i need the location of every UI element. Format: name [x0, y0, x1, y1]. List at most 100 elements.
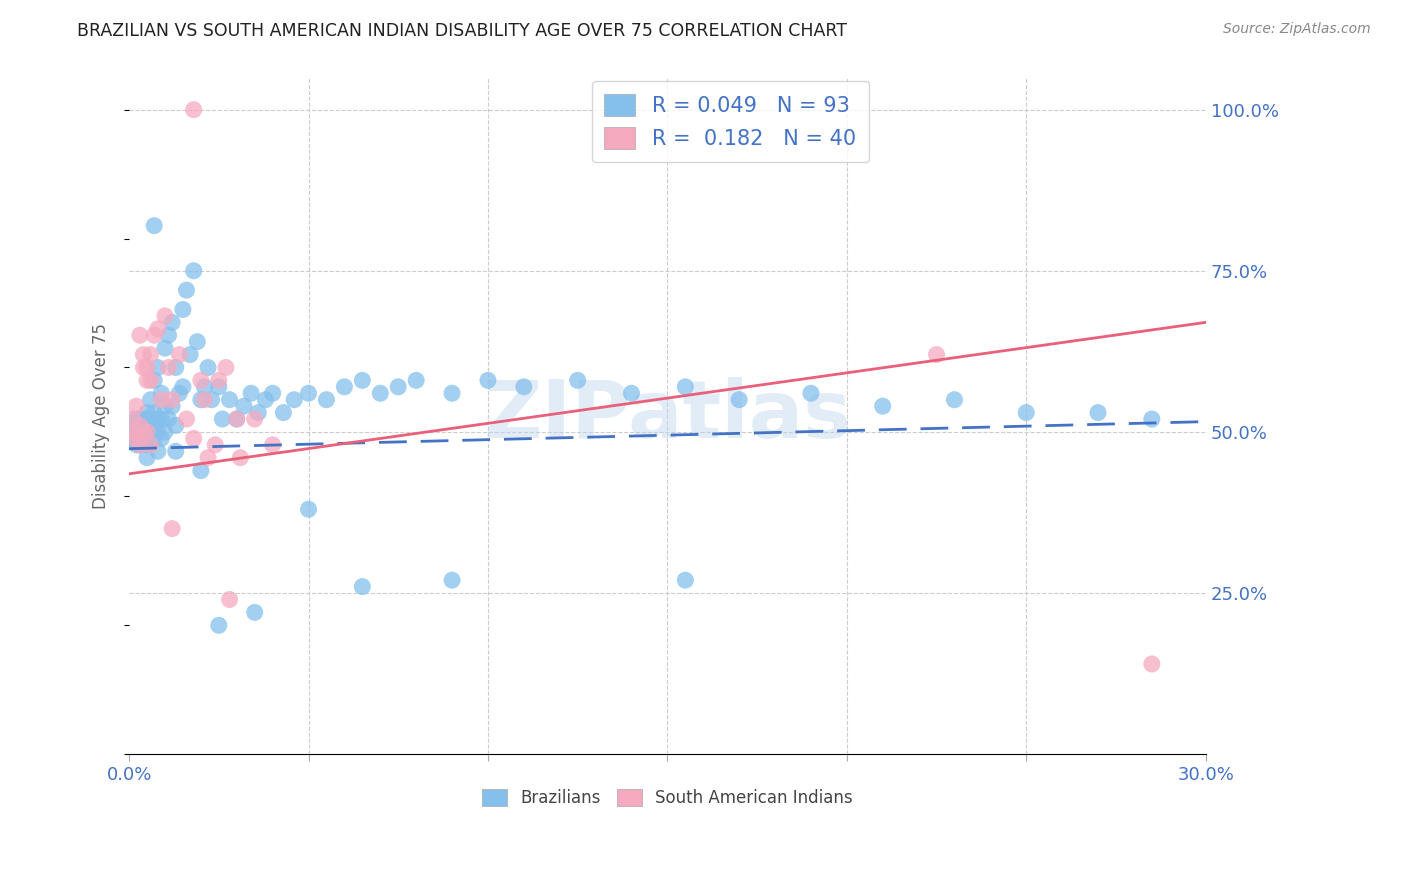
Point	[283, 392, 305, 407]
Point	[153, 399, 176, 413]
Point	[153, 309, 176, 323]
Point	[800, 386, 823, 401]
Point	[139, 425, 162, 439]
Point	[247, 406, 270, 420]
Point	[208, 380, 231, 394]
Point	[139, 373, 162, 387]
Point	[150, 431, 173, 445]
Point	[243, 606, 266, 620]
Point	[139, 392, 162, 407]
Point	[128, 438, 150, 452]
Point	[204, 438, 226, 452]
Point	[176, 283, 198, 297]
Point	[673, 573, 696, 587]
Point	[157, 360, 180, 375]
Point	[201, 392, 224, 407]
Point	[368, 386, 391, 401]
Point	[160, 392, 183, 407]
Point	[146, 360, 169, 375]
Point	[232, 399, 254, 413]
Point	[477, 373, 499, 387]
Point	[146, 425, 169, 439]
Point	[441, 573, 464, 587]
Point	[1015, 406, 1038, 420]
Point	[128, 438, 150, 452]
Point	[169, 386, 191, 401]
Point	[441, 386, 464, 401]
Point	[160, 522, 183, 536]
Point	[139, 431, 162, 445]
Point	[136, 438, 159, 452]
Point	[211, 412, 233, 426]
Point	[218, 592, 240, 607]
Point	[132, 425, 155, 439]
Point	[132, 431, 155, 445]
Text: Source: ZipAtlas.com: Source: ZipAtlas.com	[1223, 22, 1371, 37]
Point	[190, 392, 212, 407]
Point	[146, 322, 169, 336]
Point	[136, 425, 159, 439]
Point	[121, 412, 143, 426]
Text: BRAZILIAN VS SOUTH AMERICAN INDIAN DISABILITY AGE OVER 75 CORRELATION CHART: BRAZILIAN VS SOUTH AMERICAN INDIAN DISAB…	[77, 22, 848, 40]
Point	[139, 348, 162, 362]
Point	[160, 315, 183, 329]
Point	[567, 373, 589, 387]
Legend: Brazilians, South American Indians: Brazilians, South American Indians	[475, 782, 859, 814]
Point	[193, 380, 215, 394]
Point	[160, 399, 183, 413]
Point	[172, 380, 194, 394]
Point	[136, 412, 159, 426]
Point	[143, 418, 166, 433]
Point	[132, 418, 155, 433]
Point	[172, 302, 194, 317]
Point	[128, 412, 150, 426]
Point	[208, 373, 231, 387]
Point	[240, 386, 263, 401]
Point	[157, 328, 180, 343]
Point	[125, 412, 148, 426]
Point	[153, 341, 176, 355]
Point	[352, 373, 374, 387]
Point	[190, 464, 212, 478]
Point	[352, 580, 374, 594]
Point	[254, 392, 277, 407]
Point	[513, 380, 536, 394]
Point	[262, 386, 284, 401]
Point	[262, 438, 284, 452]
Point	[132, 360, 155, 375]
Point	[169, 348, 191, 362]
Point	[183, 264, 205, 278]
Point	[128, 425, 150, 439]
Point	[333, 380, 356, 394]
Point	[225, 412, 247, 426]
Point	[218, 392, 240, 407]
Point	[273, 406, 295, 420]
Point	[1140, 412, 1163, 426]
Point	[136, 425, 159, 439]
Point	[215, 360, 238, 375]
Point	[315, 392, 337, 407]
Point	[728, 392, 751, 407]
Point	[128, 438, 150, 452]
Point	[136, 360, 159, 375]
Point	[183, 103, 205, 117]
Point	[125, 438, 148, 452]
Point	[387, 380, 409, 394]
Point	[165, 360, 187, 375]
Point	[136, 406, 159, 420]
Point	[943, 392, 966, 407]
Point	[297, 502, 319, 516]
Point	[136, 373, 159, 387]
Point	[193, 392, 215, 407]
Point	[121, 425, 143, 439]
Point	[197, 450, 219, 465]
Point	[143, 373, 166, 387]
Text: ZIPatlas: ZIPatlas	[484, 376, 852, 455]
Point	[150, 412, 173, 426]
Point	[165, 418, 187, 433]
Point	[179, 348, 201, 362]
Point	[150, 386, 173, 401]
Point	[872, 399, 894, 413]
Point	[143, 219, 166, 233]
Point	[153, 425, 176, 439]
